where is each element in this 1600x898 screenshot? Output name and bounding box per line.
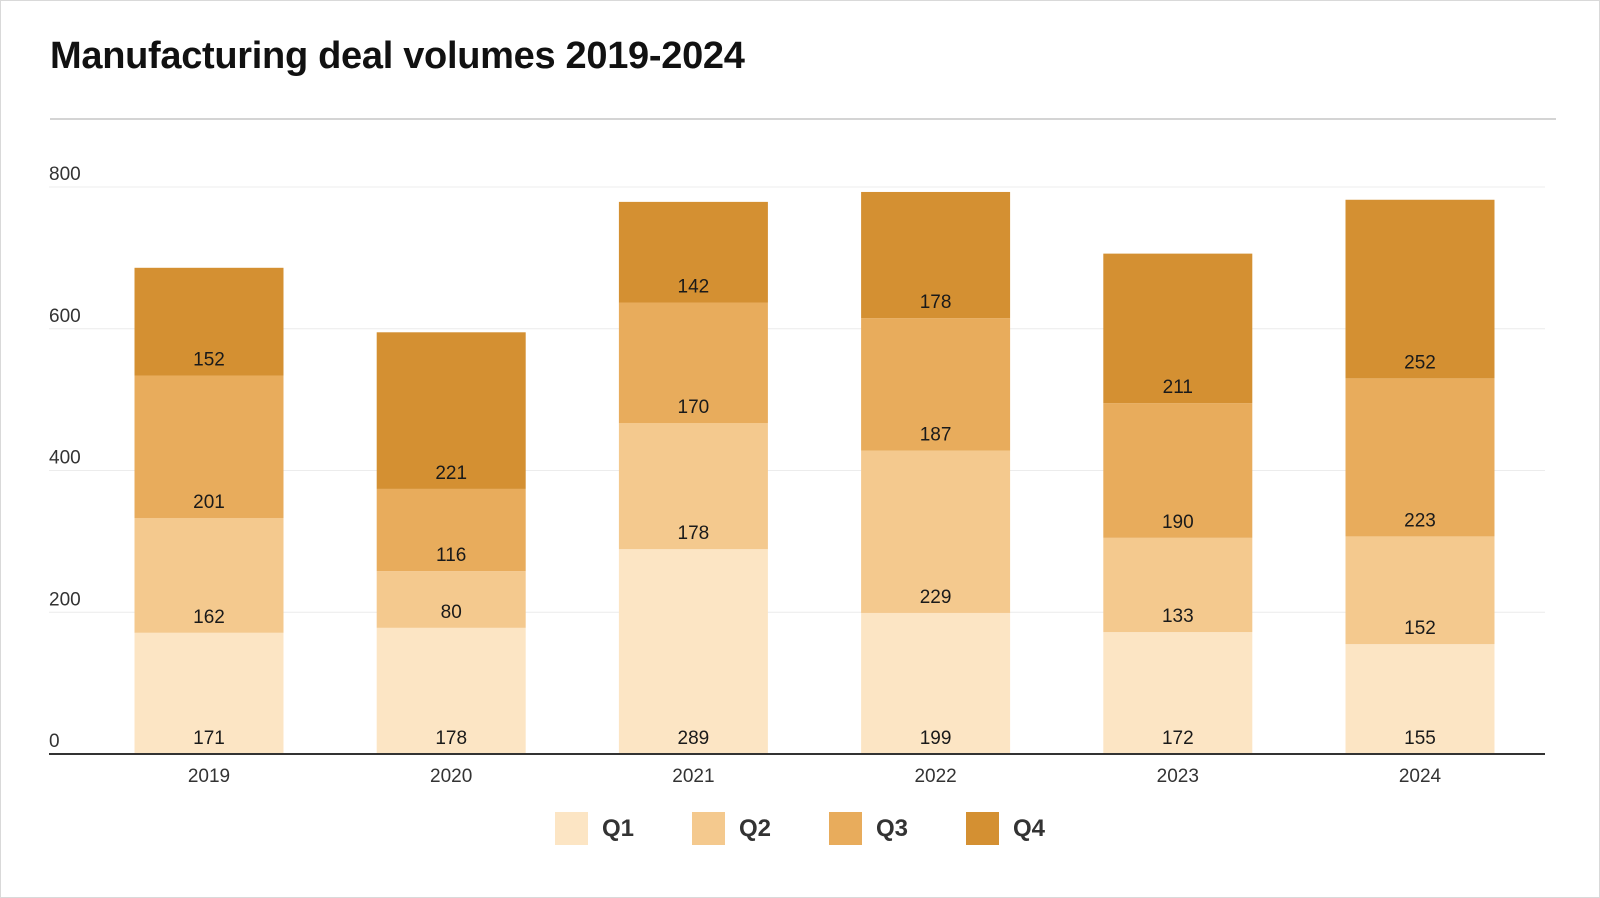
x-tick-label: 2019 [188,766,230,787]
data-label-q2-2021: 178 [678,523,710,544]
legend-item-q4: Q4 [966,812,1045,845]
legend-swatch [966,812,1000,845]
x-tick-label: 2024 [1399,766,1442,787]
legend-label: Q4 [1013,814,1046,842]
chart-title: Manufacturing deal volumes 2019-2024 [50,35,745,77]
title-divider [50,118,1556,120]
bar-segment-q4-2021 [618,201,768,303]
data-label-q1-2021: 289 [678,728,710,749]
bar-segment-q2-2022 [861,450,1011,613]
data-label-q4-2021: 142 [678,277,710,298]
bar-segment-q4-2022 [861,191,1011,319]
bar-segment-q4-2023 [1103,253,1253,404]
legend-swatch [554,812,588,845]
bar-segment-q1-2019 [134,632,284,754]
legend-label: Q1 [601,814,634,842]
x-tick-label: 2021 [672,766,714,787]
bar-segment-q3-2019 [134,375,284,518]
bar-segment-q1-2021 [618,549,768,754]
data-label-q1-2024: 155 [1404,728,1436,749]
bar-segment-q1-2020 [376,627,526,754]
bars: 171 162 201 152 178 80 116 221 289 178 170 142 199 22… [134,191,1495,754]
data-label-q3-2023: 190 [1162,512,1194,533]
data-label-q4-2022: 178 [920,292,952,313]
data-label-q4-2020: 221 [435,463,467,484]
legend-item-q2: Q2 [691,812,771,845]
bar-segment-q3-2021 [618,302,768,424]
bar-segment-q3-2024 [1345,378,1495,537]
bar-segment-q1-2024 [1345,644,1495,754]
y-tick-label: 0 [49,731,60,752]
data-label-q3-2020: 116 [436,545,466,566]
data-label-q4-2024: 252 [1404,352,1436,373]
data-label-q2-2019: 162 [193,607,225,628]
data-label-q3-2024: 223 [1404,510,1436,531]
y-axis-ticks: 0 200 400 600 800 [49,164,81,752]
data-label-q3-2022: 187 [920,425,952,446]
legend-item-q1: Q1 [554,812,634,845]
bar-segment-q2-2023 [1103,537,1253,633]
bar-segment-q2-2019 [134,517,284,633]
bar-segment-q3-2022 [861,318,1011,451]
legend-label: Q3 [876,814,909,842]
gridlines [49,186,1545,613]
data-label-q1-2020: 178 [435,728,467,749]
x-tick-label: 2022 [914,766,956,787]
data-label-q4-2019: 152 [193,350,225,371]
bar-segment-q3-2023 [1103,403,1253,538]
data-label-q1-2022: 199 [920,728,952,749]
bar-segment-q4-2019 [134,267,284,376]
bar-segment-q2-2020 [376,571,526,628]
legend: Q1 Q2 Q3 Q4 [0,812,1600,845]
data-label-q3-2021: 170 [678,397,710,418]
bar-segment-q2-2021 [618,423,768,550]
data-label-q2-2023: 133 [1162,606,1194,627]
legend-item-q3: Q3 [829,812,908,845]
data-label-q1-2023: 172 [1162,728,1194,749]
bar-segment-q1-2023 [1103,632,1253,754]
bar-segment-q4-2024 [1345,199,1495,379]
legend-label: Q2 [738,814,771,842]
bar-segment-q3-2020 [376,488,526,572]
bar-segment-q1-2022 [861,612,1011,754]
data-label-q3-2019: 201 [193,492,225,513]
y-tick-label: 400 [49,448,81,469]
legend-swatch [829,812,862,845]
data-label-q2-2020: 80 [441,602,462,623]
legend-swatch [691,812,725,845]
x-tick-label: 2023 [1157,766,1199,787]
y-tick-label: 800 [49,164,81,185]
data-label-q2-2024: 152 [1404,618,1436,639]
data-label-q4-2023: 211 [1163,377,1193,398]
x-axis-ticks: 2019 2020 2021 2022 2023 2024 [188,766,1442,787]
y-tick-label: 200 [49,589,81,610]
bar-segment-q4-2020 [376,332,526,489]
data-label-q1-2019: 171 [193,728,225,749]
y-tick-label: 600 [49,306,81,327]
x-tick-label: 2020 [430,766,472,787]
data-label-q2-2022: 229 [920,587,952,608]
bar-segment-q2-2024 [1345,536,1495,645]
